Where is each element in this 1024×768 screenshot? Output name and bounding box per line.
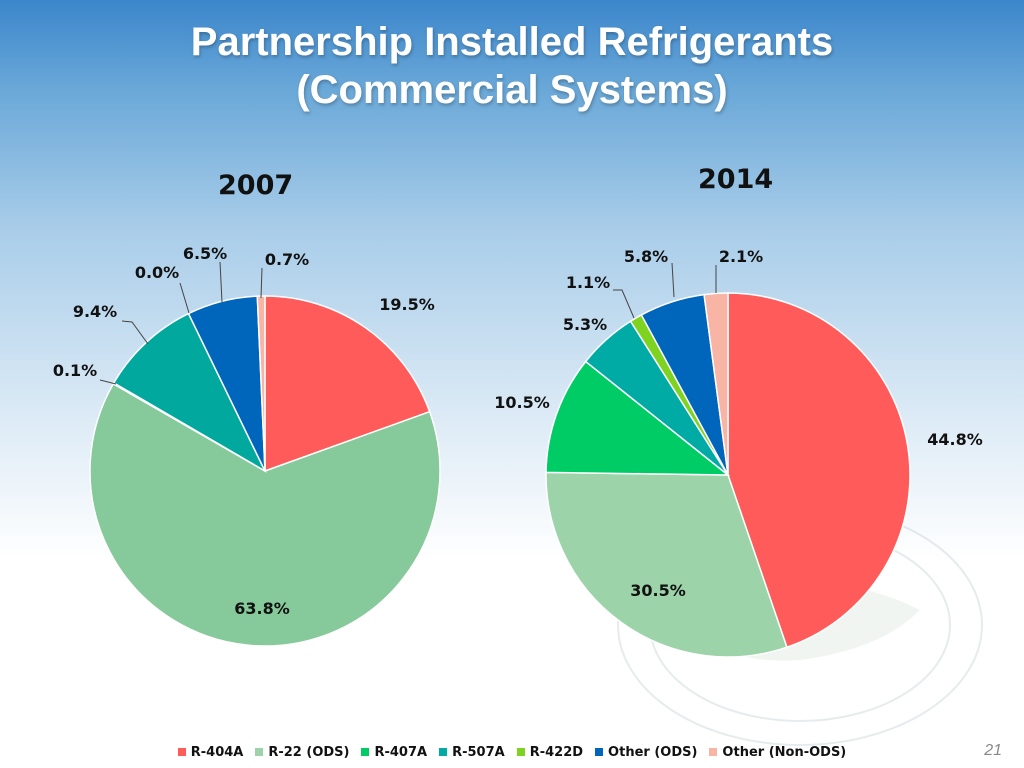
legend-swatch <box>439 748 448 756</box>
legend-label: R-407A <box>374 744 428 760</box>
legend-label: Other (Non-ODS) <box>722 744 847 760</box>
legend-item: R-407A <box>361 745 427 760</box>
pie-slice-r-404a <box>727 292 911 649</box>
page-number: 21 <box>984 742 1002 759</box>
chart-title-2007: 2007 <box>218 170 294 201</box>
data-label: 30.5% <box>630 581 686 600</box>
pie-chart-2014: 44.8% 30.5% 10.5% 5.3% 1.1% 5.8% 2.1% <box>494 247 983 658</box>
leader-line <box>121 320 149 345</box>
legend-label: R-22 (ODS) <box>268 744 350 760</box>
slide-title: Partnership Installed Refrigerants (Comm… <box>0 18 1024 114</box>
legend-label: R-404A <box>190 744 244 760</box>
leader-line <box>671 262 675 298</box>
pie-slice-r-407a <box>545 360 731 476</box>
data-label: 5.8% <box>624 247 668 266</box>
pie-slice-r-22-ods- <box>89 382 441 647</box>
data-label: 10.5% <box>494 393 550 412</box>
data-label: 44.8% <box>927 430 983 449</box>
data-label: 19.5% <box>379 295 435 314</box>
legend-swatch <box>361 748 370 756</box>
pie-slice-r-404a <box>264 295 431 473</box>
legend-swatch <box>595 748 604 756</box>
data-label: 0.7% <box>265 250 309 269</box>
legend-item: R-404A <box>177 744 244 760</box>
legend-swatch <box>516 748 525 756</box>
leader-line <box>99 379 117 385</box>
data-label: 63.8% <box>234 599 290 618</box>
chart-legend: R-404A R-22 (ODS) R-407A R-507A R-422D Other … <box>0 740 1024 764</box>
data-label: 1.1% <box>566 273 610 292</box>
chart-title-2014: 2014 <box>698 164 774 195</box>
legend-item: R-422D <box>516 744 584 760</box>
leader-line <box>260 267 263 299</box>
leader-line <box>219 261 223 303</box>
data-label: 6.5% <box>183 244 227 263</box>
leader-line <box>613 289 635 319</box>
legend-item: R-507A <box>439 745 505 760</box>
legend-label: Other (ODS) <box>608 744 698 760</box>
legend-label: R-507A <box>452 744 505 760</box>
slide-title-line2: (Commercial Systems) <box>296 68 728 112</box>
legend-item: R-22 (ODS) <box>255 745 349 760</box>
legend-item: Other (Non-ODS) <box>709 745 846 760</box>
legend-label: R-422D <box>529 744 584 760</box>
pie-slice-other-non-ods- <box>703 292 729 476</box>
data-label: 9.4% <box>73 302 117 321</box>
pie-chart-2007: 19.5% 63.8% 0.1% 9.4% 0.0%6.5% 0.7% <box>53 244 441 647</box>
data-label: 0.1% <box>53 361 97 380</box>
data-label: 2.1% <box>719 247 763 266</box>
slide-title-line1: Partnership Installed Refrigerants <box>190 20 834 64</box>
legend-item: Other (ODS) <box>595 745 697 760</box>
pie-slice-r-507a <box>112 312 267 473</box>
leader-line <box>179 282 190 314</box>
legend-swatch <box>177 748 186 756</box>
pie-slice-r-22-ods- <box>545 471 788 658</box>
data-label: 5.3% <box>563 315 607 334</box>
data-label: 0.0% <box>135 263 179 282</box>
legend-swatch <box>255 748 264 756</box>
legend-swatch <box>709 748 718 756</box>
